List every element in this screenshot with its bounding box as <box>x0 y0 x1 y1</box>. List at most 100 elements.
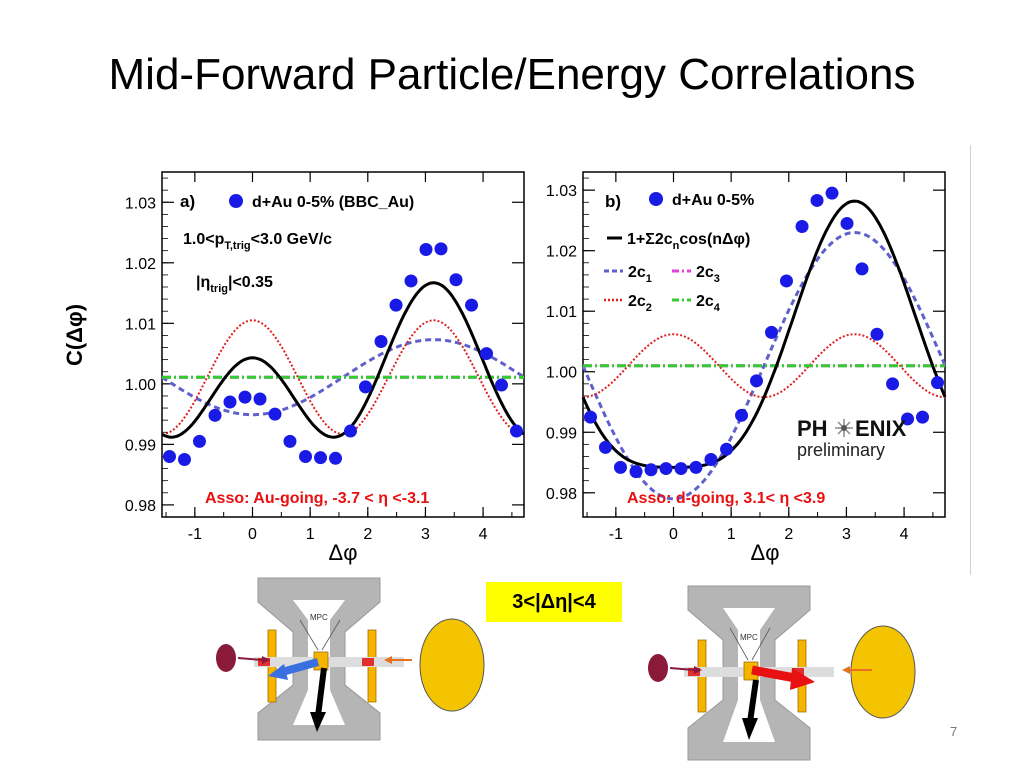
detector-diagram-left: MPC <box>216 577 485 741</box>
data-point <box>329 451 343 465</box>
panel-b: -1 0 1 2 3 4 0.98 0.99 1.00 1.01 1.02 1.03 Δφ b) d+… <box>546 171 947 565</box>
data-point <box>358 380 372 394</box>
data-point <box>238 390 252 404</box>
legend-2c2-label: 2c2 <box>628 293 652 314</box>
data-point <box>795 219 809 233</box>
data-point <box>764 325 778 339</box>
x-tick-label: 4 <box>479 526 488 543</box>
panel-a-frame <box>161 171 525 518</box>
panel-b-legend-text: d+Au 0-5% <box>672 192 754 209</box>
x-tick-label: 2 <box>363 526 372 543</box>
data-point <box>465 298 479 312</box>
page-number: 7 <box>950 724 958 739</box>
panel-a-label: a) <box>180 192 195 211</box>
data-point <box>374 334 388 348</box>
data-point <box>449 273 463 287</box>
data-point <box>644 463 658 477</box>
eta-range-label: 3<|Δη|<4 <box>486 582 622 622</box>
data-point <box>192 434 206 448</box>
deuteron-icon-left <box>216 644 236 672</box>
data-point <box>674 462 688 476</box>
data-point <box>389 298 403 312</box>
legend-2c3-label: 2c3 <box>696 264 720 285</box>
x-tick-label: 0 <box>248 526 257 543</box>
y-tick-label: 1.03 <box>125 195 156 212</box>
legend-2c1-label: 2c1 <box>628 264 652 285</box>
data-point <box>659 462 673 476</box>
fit-curve <box>161 281 525 439</box>
panel-b-points <box>583 186 945 479</box>
data-point <box>162 449 176 463</box>
data-point <box>495 378 509 392</box>
y-tick-label: 0.98 <box>125 498 156 515</box>
data-point <box>735 408 749 422</box>
panel-a-curves <box>161 281 525 439</box>
x-tick-label: 1 <box>727 526 736 543</box>
component-2c1 <box>581 230 947 501</box>
y-tick-label: 0.98 <box>546 486 577 503</box>
data-point <box>268 407 282 421</box>
mpc-label-left: MPC <box>310 613 328 622</box>
legend-2c4-label: 2c4 <box>696 293 721 314</box>
data-point <box>750 374 764 388</box>
x-tick-label: 4 <box>900 526 909 543</box>
phenix-logo-left: PH <box>797 416 828 441</box>
data-point <box>177 453 191 466</box>
mpc-label-right: MPC <box>740 633 758 642</box>
data-point <box>314 451 328 465</box>
panel-a-annotation: Asso: Au-going, -3.7 < η <-3.1 <box>205 490 429 507</box>
panel-b-annotation: Asso: d-going, 3.1< η <3.9 <box>627 490 825 507</box>
panel-b-legend-marker <box>649 192 663 206</box>
x-tick-label: 3 <box>421 526 430 543</box>
data-point <box>343 424 357 438</box>
panel-a-legend-marker <box>229 194 243 208</box>
x-tick-label: 1 <box>306 526 315 543</box>
slide-title: Mid-Forward Particle/Energy Correlations <box>108 50 916 99</box>
data-point <box>510 424 524 438</box>
data-point <box>434 242 448 256</box>
panel-b-curves <box>581 199 947 501</box>
data-point <box>916 410 930 424</box>
x-tick-label: -1 <box>188 526 202 543</box>
black-arrow-icon-right <box>742 718 758 740</box>
data-point <box>404 274 418 288</box>
panel-a-points <box>162 242 524 466</box>
data-point <box>870 327 884 341</box>
data-point <box>720 442 734 456</box>
data-point <box>704 453 718 466</box>
panel-a-xlabel: Δφ <box>329 540 358 565</box>
panel-a: -1 0 1 2 3 4 0.98 0.99 1.00 1.01 1.02 1.03 C(Δφ) Δφ… <box>62 171 525 565</box>
phenix-logo-right: ENIX <box>855 416 907 441</box>
detector-diagram-right: MPC <box>648 585 916 761</box>
divider <box>970 145 971 575</box>
gold-nucleus-icon-right <box>850 625 916 719</box>
deuteron-icon-right <box>648 654 668 682</box>
data-point <box>779 274 793 288</box>
data-point <box>931 376 945 390</box>
y-tick-label: 0.99 <box>125 437 156 454</box>
data-point <box>253 392 267 406</box>
y-tick-label: 1.01 <box>546 304 577 321</box>
panel-a-ticks: -1 0 1 2 3 4 0.98 0.99 1.00 1.01 1.02 1.03 <box>125 172 524 543</box>
black-arrow-icon-left <box>310 712 326 732</box>
y-tick-label: 1.00 <box>125 377 156 394</box>
y-tick-label: 1.01 <box>125 316 156 333</box>
data-point <box>840 216 854 230</box>
data-point <box>613 460 627 474</box>
data-point <box>208 408 222 422</box>
data-point <box>223 395 237 409</box>
x-tick-label: 0 <box>669 526 678 543</box>
panel-a-cut-1: 1.0<pT,trig<3.0 GeV/c <box>183 231 332 252</box>
data-point <box>598 440 612 454</box>
red-arrow-icon <box>790 668 815 690</box>
preliminary-label: preliminary <box>797 440 885 460</box>
data-point <box>689 460 703 474</box>
data-point <box>583 410 597 424</box>
blue-arrow-icon <box>268 664 288 680</box>
panel-b-xlabel: Δφ <box>751 540 780 565</box>
y-tick-label: 1.02 <box>125 256 156 273</box>
x-tick-label: -1 <box>609 526 623 543</box>
fit-curve <box>581 199 947 469</box>
phenix-logo-star-icon <box>835 419 853 437</box>
